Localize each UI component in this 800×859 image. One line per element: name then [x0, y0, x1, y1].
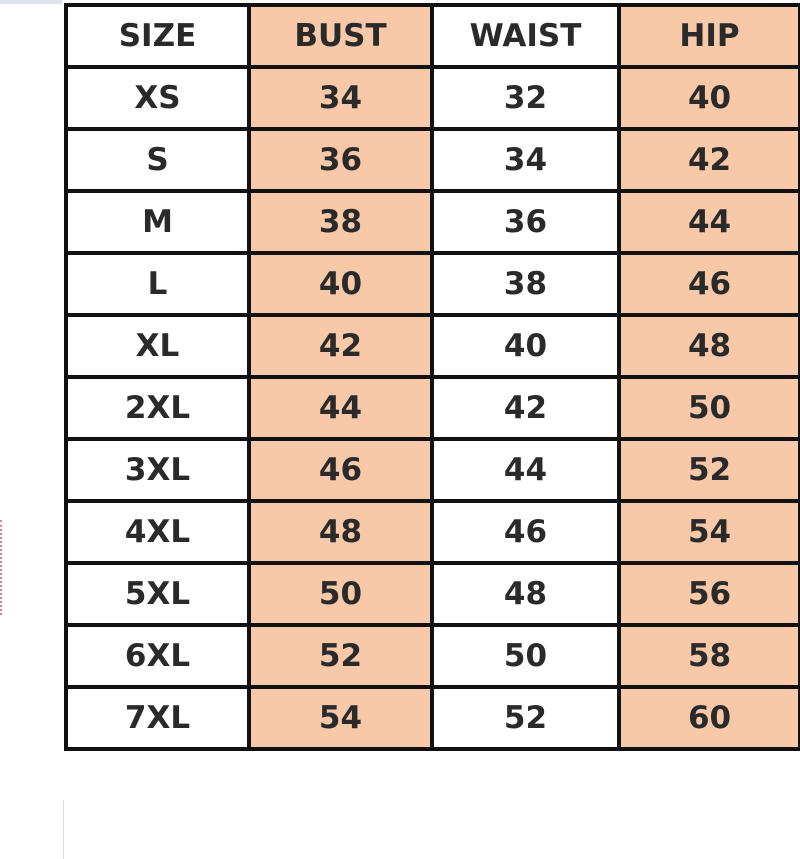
cell-waist: 36: [429, 189, 622, 255]
cell-waist: 40: [429, 313, 622, 379]
table-row: L 40 38 46: [64, 251, 800, 317]
cell-bust: 50: [246, 561, 434, 627]
cell-waist: 38: [429, 251, 622, 317]
cell-hip: 54: [617, 499, 800, 565]
cell-size: M: [64, 189, 251, 255]
cell-waist: 44: [429, 437, 622, 503]
cell-waist: 50: [429, 623, 622, 689]
cell-bust: 38: [246, 189, 434, 255]
cell-bust: 36: [246, 127, 434, 193]
header-row: SIZE BUST WAIST HIP: [64, 3, 800, 69]
cell-size: 2XL: [64, 375, 251, 441]
cell-waist: 42: [429, 375, 622, 441]
table-row: XS 34 32 40: [64, 65, 800, 131]
header-cell-bust: BUST: [246, 3, 434, 69]
cell-hip: 56: [617, 561, 800, 627]
cell-size: 3XL: [64, 437, 251, 503]
cell-bust: 40: [246, 251, 434, 317]
edge-mark: [0, 520, 6, 615]
cell-bust: 46: [246, 437, 434, 503]
cell-hip: 50: [617, 375, 800, 441]
cell-hip: 58: [617, 623, 800, 689]
cell-waist: 48: [429, 561, 622, 627]
cell-hip: 40: [617, 65, 800, 131]
top-edge-bar: [0, 0, 62, 4]
cell-size: 5XL: [64, 561, 251, 627]
cell-size: 4XL: [64, 499, 251, 565]
cell-hip: 46: [617, 251, 800, 317]
table-row: 7XL 54 52 60: [64, 685, 800, 751]
cell-size: 7XL: [64, 685, 251, 751]
cell-waist: 34: [429, 127, 622, 193]
guide-line: [63, 800, 64, 859]
cell-hip: 60: [617, 685, 800, 751]
table-row: 4XL 48 46 54: [64, 499, 800, 565]
header-cell-waist: WAIST: [429, 3, 622, 69]
cell-waist: 46: [429, 499, 622, 565]
cell-hip: 42: [617, 127, 800, 193]
cell-hip: 52: [617, 437, 800, 503]
cell-waist: 52: [429, 685, 622, 751]
table-row: XL 42 40 48: [64, 313, 800, 379]
cell-size: XL: [64, 313, 251, 379]
table-row: S 36 34 42: [64, 127, 800, 193]
cell-bust: 44: [246, 375, 434, 441]
size-chart-table: SIZE BUST WAIST HIP XS 34 32 40 S 36 34 42 M 38 36 44 L…: [64, 3, 800, 751]
header-cell-size: SIZE: [64, 3, 251, 69]
cell-hip: 44: [617, 189, 800, 255]
cell-waist: 32: [429, 65, 622, 131]
cell-hip: 48: [617, 313, 800, 379]
table-row: 6XL 52 50 58: [64, 623, 800, 689]
cell-size: S: [64, 127, 251, 193]
table-row: 3XL 46 44 52: [64, 437, 800, 503]
cell-bust: 48: [246, 499, 434, 565]
cell-bust: 54: [246, 685, 434, 751]
cell-size: L: [64, 251, 251, 317]
table-row: 5XL 50 48 56: [64, 561, 800, 627]
cell-size: 6XL: [64, 623, 251, 689]
table-row: M 38 36 44: [64, 189, 800, 255]
cell-bust: 52: [246, 623, 434, 689]
cell-bust: 42: [246, 313, 434, 379]
cell-bust: 34: [246, 65, 434, 131]
header-cell-hip: HIP: [617, 3, 800, 69]
cell-size: XS: [64, 65, 251, 131]
table-row: 2XL 44 42 50: [64, 375, 800, 441]
